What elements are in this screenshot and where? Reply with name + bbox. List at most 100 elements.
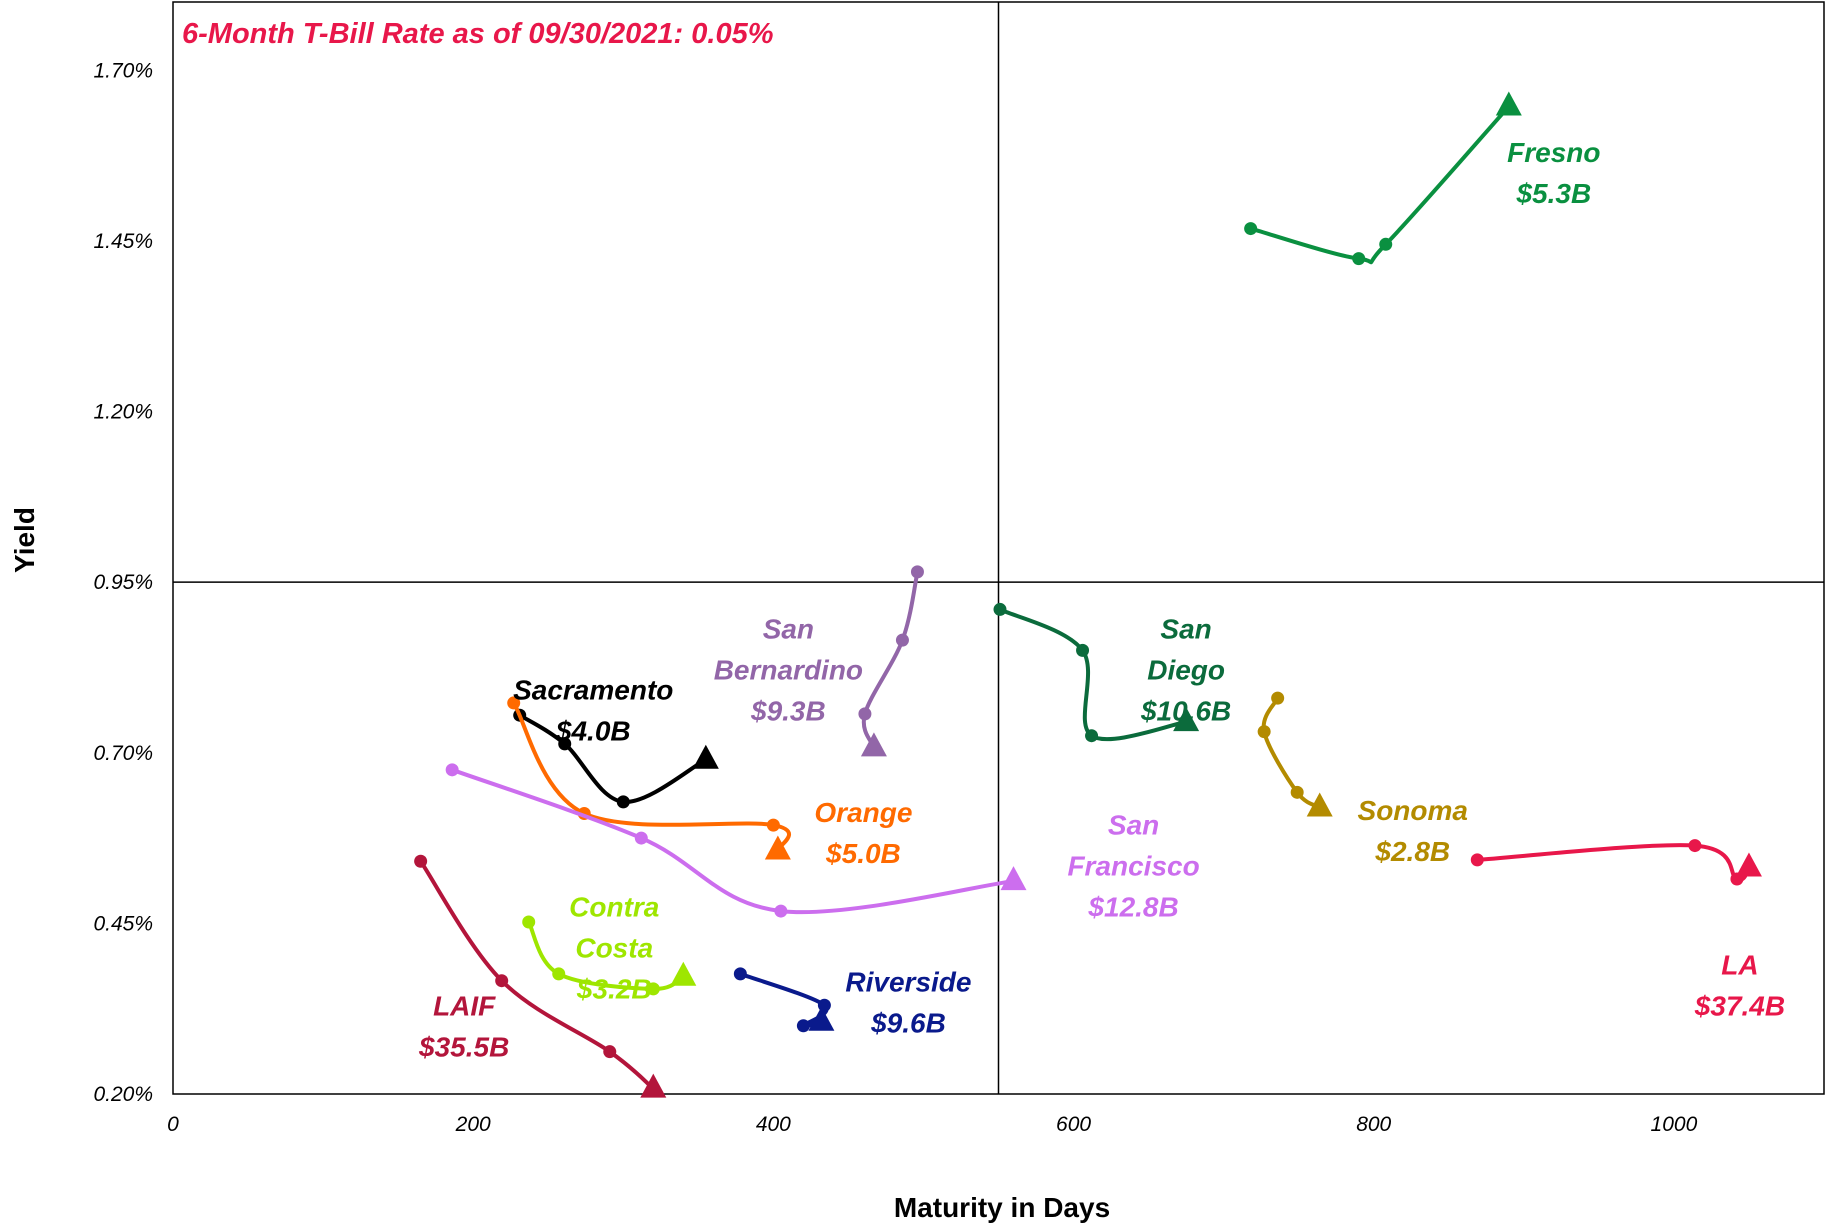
data-point [895, 633, 909, 647]
series-orange [507, 696, 791, 860]
y-tick-label: 0.20% [93, 1083, 153, 1106]
current-point-triangle [860, 732, 887, 757]
series-label-san-francisco: San [1108, 809, 1159, 840]
data-point [1257, 725, 1271, 739]
series-label-san-francisco: $12.8B [1087, 891, 1178, 922]
series-label-sacramento: Sacramento [513, 674, 673, 705]
series-label-laif: $35.5B [418, 1031, 509, 1062]
data-point [1076, 643, 1090, 657]
series-label-sacramento: $4.0B [555, 715, 631, 746]
series-label-san-diego: San [1160, 613, 1211, 644]
series-label-contra-costa: $3.2B [576, 973, 652, 1004]
x-tick-label: 600 [1056, 1113, 1091, 1136]
current-point-triangle [1495, 91, 1522, 116]
data-point [616, 795, 630, 809]
x-axis-title: Maturity in Days [894, 1192, 1110, 1223]
series-label-fresno: Fresno [1507, 137, 1600, 168]
current-point-triangle [640, 1073, 667, 1098]
series-label-san-bernardino: Bernardino [714, 654, 863, 685]
data-point [1352, 252, 1366, 266]
series-contra-costa [522, 915, 697, 996]
data-point [733, 967, 747, 981]
data-point [1470, 853, 1484, 867]
data-point [1688, 839, 1702, 853]
current-point-triangle [764, 835, 791, 860]
current-point-triangle [692, 744, 719, 769]
quadrant-lines [173, 2, 1824, 1094]
y-tick-label: 1.70% [93, 59, 153, 82]
data-point [774, 904, 788, 918]
x-tick-label: 1000 [1651, 1113, 1698, 1136]
series-label-riverside: Riverside [845, 966, 971, 997]
series-line-orange [511, 700, 791, 853]
series-label-san-diego: $10.6B [1140, 695, 1231, 726]
series-layer [414, 91, 1762, 1098]
series-label-riverside: $9.6B [870, 1007, 946, 1038]
series-label-san-bernardino: $9.3B [750, 695, 826, 726]
series-sonoma [1257, 691, 1333, 817]
series-la [1470, 839, 1762, 886]
data-point [766, 818, 780, 832]
x-tick-label: 400 [756, 1113, 791, 1136]
data-point [1290, 785, 1304, 799]
series-san-bernardino [858, 565, 924, 757]
series-label-sonoma: $2.8B [1374, 836, 1450, 867]
series-line-laif [418, 859, 656, 1091]
data-point [414, 854, 428, 868]
series-label-contra-costa: Contra [569, 891, 659, 922]
data-point [522, 915, 536, 929]
y-axis-title: Yield [9, 507, 40, 573]
y-tick-label: 0.70% [93, 742, 153, 765]
data-point [603, 1045, 617, 1059]
data-point [858, 707, 872, 721]
series-label-orange: Orange [814, 797, 912, 828]
current-point-triangle [1735, 852, 1762, 877]
data-point [634, 831, 648, 845]
data-point [646, 982, 660, 996]
series-label-contra-costa: Costa [575, 932, 653, 963]
series-laif [414, 854, 667, 1098]
series-san-diego [993, 602, 1200, 743]
series-line-san-diego [998, 607, 1189, 742]
series-line-riverside [738, 971, 829, 1029]
series-riverside [733, 967, 835, 1033]
x-tick-label: 200 [455, 1113, 491, 1136]
data-point [495, 974, 509, 988]
current-point-triangle [1173, 707, 1200, 732]
data-point [910, 565, 924, 579]
series-fresno [1244, 91, 1522, 266]
y-axis-ticks: 0.20% 0.45% 0.70% 0.95% 1.20% 1.45% 1.70% [93, 59, 153, 1106]
series-line-la [1475, 843, 1751, 882]
series-label-fresno: $5.3B [1515, 178, 1591, 209]
x-axis-ticks: 0 200 400 600 800 1000 [167, 1113, 1697, 1136]
series-line-san-francisco [450, 767, 1016, 915]
series-sacramento [513, 708, 719, 809]
series-labels: Fresno $5.3B San Diego $10.6B San Bernardino $9… [418, 137, 1785, 1062]
series-label-sonoma: Sonoma [1358, 795, 1468, 826]
series-label-san-francisco: Francisco [1067, 850, 1199, 881]
current-point-triangle [1306, 792, 1333, 817]
y-tick-label: 0.95% [93, 571, 153, 594]
data-point [993, 602, 1007, 616]
data-point [552, 967, 566, 981]
data-point [507, 696, 521, 710]
data-point [558, 737, 572, 751]
series-san-francisco [445, 763, 1027, 918]
data-point [445, 763, 459, 777]
t-bill-annotation: 6-Month T-Bill Rate as of 09/30/2021: 0.… [182, 18, 773, 50]
series-line-san-bernardino [861, 569, 920, 750]
y-tick-label: 1.20% [93, 401, 153, 424]
data-point [796, 1019, 810, 1033]
y-tick-label: 1.45% [93, 230, 153, 253]
data-point [1271, 691, 1285, 705]
series-line-fresno [1248, 104, 1511, 265]
current-point-triangle [670, 961, 697, 986]
data-point [1379, 237, 1393, 251]
series-label-orange: $5.0B [825, 838, 901, 869]
series-label-san-bernardino: San [763, 613, 814, 644]
series-line-sonoma [1261, 696, 1322, 810]
series-line-sacramento [517, 713, 708, 804]
data-point [1085, 729, 1099, 743]
current-point-triangle [808, 1006, 835, 1031]
